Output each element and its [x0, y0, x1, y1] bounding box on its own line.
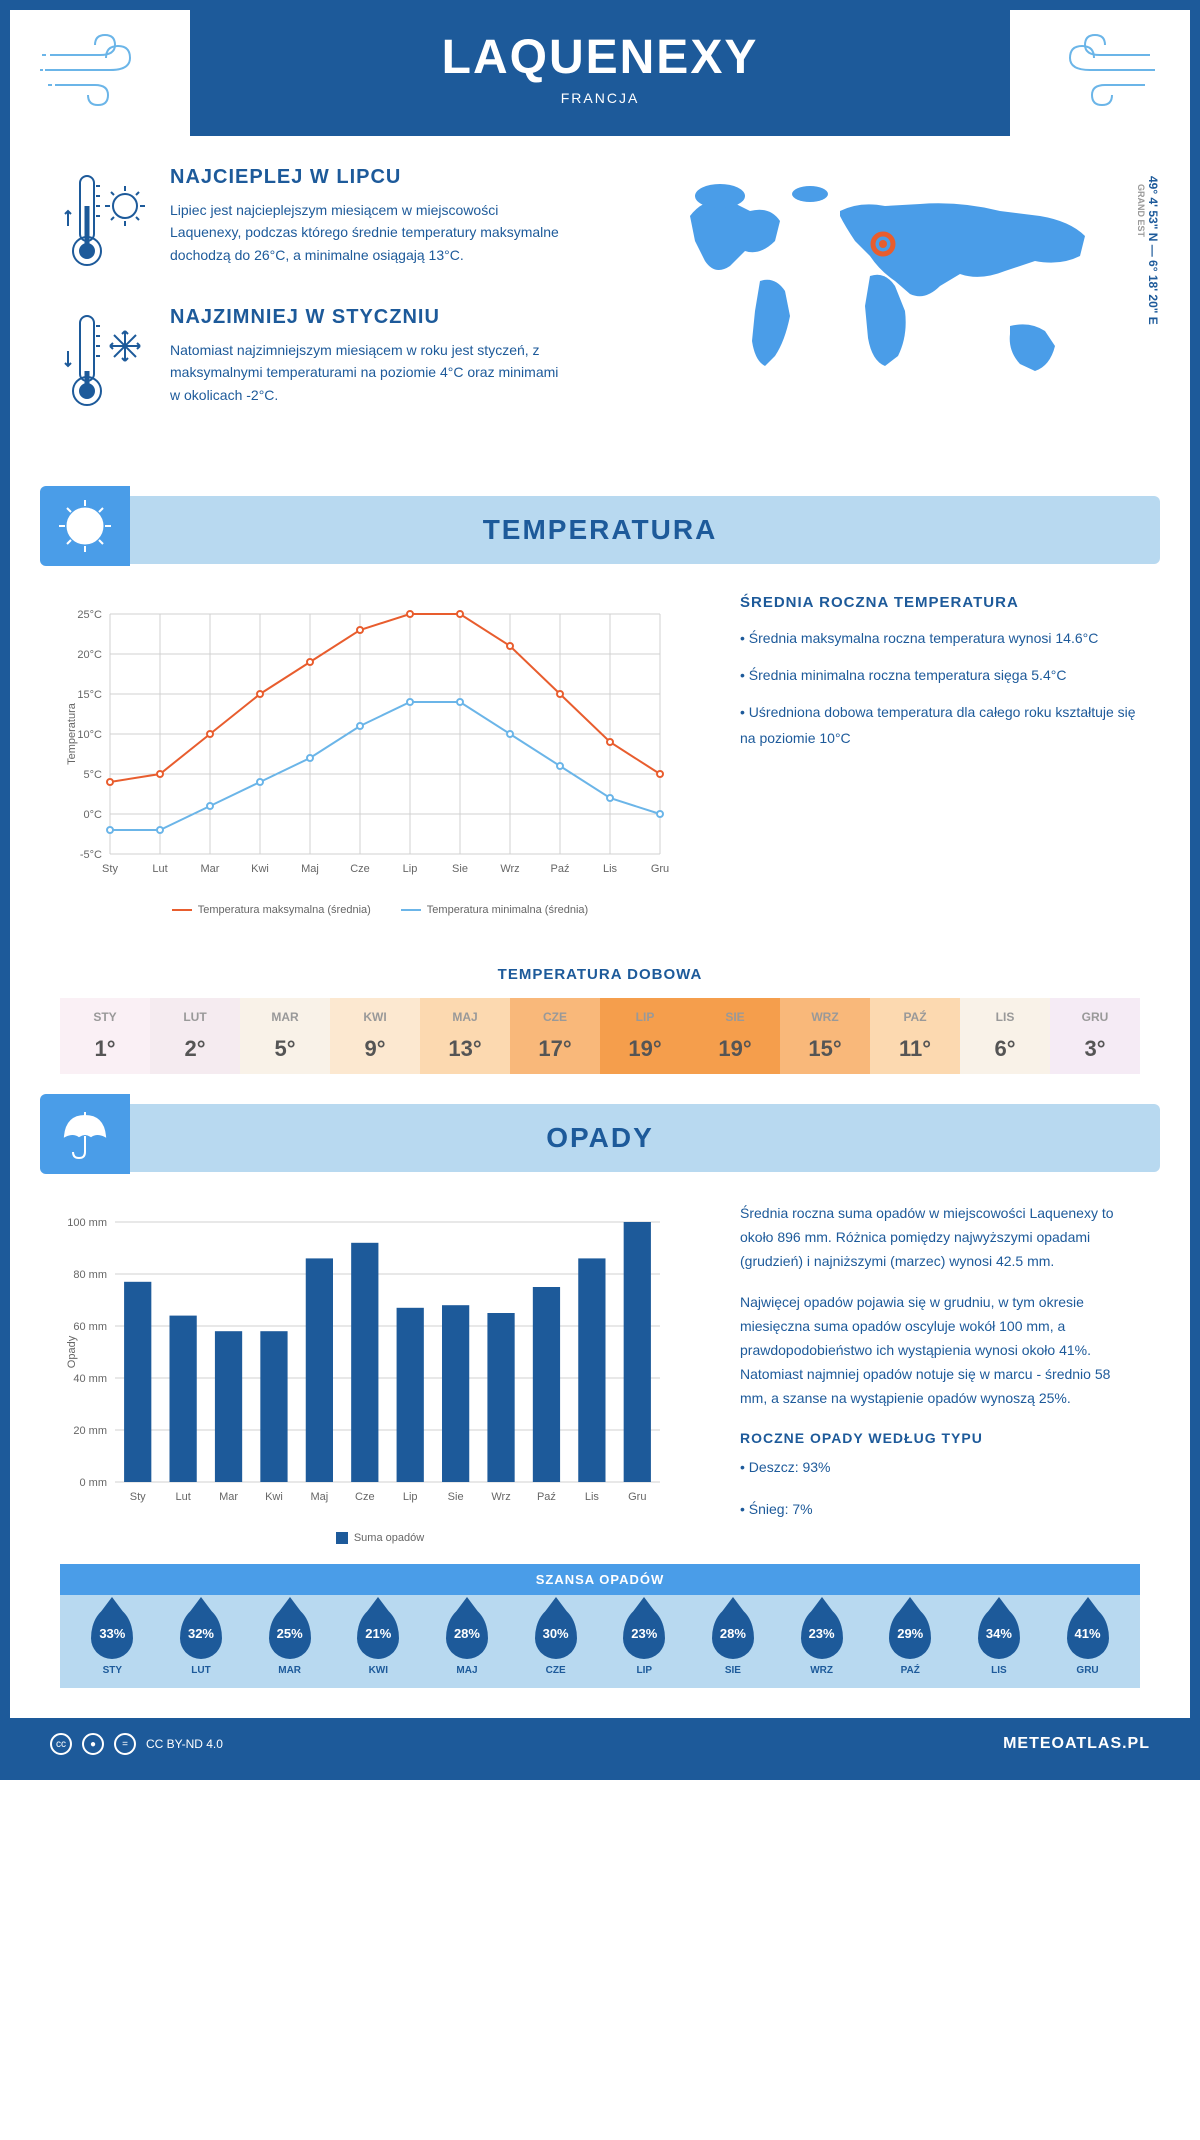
- daily-temp-cell: GRU3°: [1050, 998, 1140, 1074]
- svg-text:Temperatura: Temperatura: [66, 702, 78, 765]
- temperature-chart: -5°C 0°C 5°C 10°C 15°C 20°C 25°C Sty Lut Mar Kwi Ma…: [60, 594, 700, 916]
- svg-text:Paź: Paź: [551, 863, 570, 875]
- sun-icon: [40, 486, 130, 566]
- chance-cell: 23%LIP: [623, 1607, 665, 1676]
- chance-cell: 33%STY: [91, 1607, 133, 1676]
- header-banner: LAQUENEXY FRANCJA: [190, 10, 1010, 136]
- temperature-header: TEMPERATURA: [40, 496, 1160, 564]
- chance-cell: 34%LIS: [978, 1607, 1020, 1676]
- svg-text:Gru: Gru: [651, 863, 669, 875]
- precipitation-info: Średnia roczna suma opadów w miejscowośc…: [740, 1202, 1140, 1544]
- svg-text:Lut: Lut: [175, 1491, 190, 1503]
- climate-facts: NAJCIEPLEJ W LIPCU Lipiec jest najcieple…: [60, 166, 630, 446]
- chance-cell: 29%PAŹ: [889, 1607, 931, 1676]
- chance-cell: 28%MAJ: [446, 1607, 488, 1676]
- svg-text:Maj: Maj: [301, 863, 319, 875]
- svg-text:Opady: Opady: [66, 1335, 78, 1368]
- svg-text:20°C: 20°C: [77, 649, 102, 661]
- wind-icon-left: [40, 30, 160, 110]
- thermometer-hot-icon: [60, 166, 150, 276]
- svg-text:20 mm: 20 mm: [73, 1425, 107, 1437]
- precipitation-chart: 0 mm 20 mm 40 mm 60 mm 80 mm 100 mm Sty Lut Mar K…: [60, 1202, 700, 1544]
- svg-text:Cze: Cze: [350, 863, 370, 875]
- nd-icon: =: [114, 1733, 136, 1755]
- svg-text:Kwi: Kwi: [265, 1491, 283, 1503]
- daily-temp-cell: LIS6°: [960, 998, 1050, 1074]
- svg-text:Lip: Lip: [403, 1491, 418, 1503]
- svg-text:-5°C: -5°C: [80, 849, 102, 861]
- daily-temp-title: TEMPERATURA DOBOWA: [10, 966, 1190, 983]
- daily-temp-cell: WRZ15°: [780, 998, 870, 1074]
- svg-text:Cze: Cze: [355, 1491, 375, 1503]
- chance-row: 33%STY 32%LUT 25%MAR 21%KWI 28%MAJ 30%CZE 23%L…: [60, 1595, 1140, 1688]
- svg-text:25°C: 25°C: [77, 609, 102, 621]
- daily-temp-cell: PAŹ11°: [870, 998, 960, 1074]
- svg-text:Lip: Lip: [403, 863, 418, 875]
- umbrella-icon: [40, 1094, 130, 1174]
- svg-text:Wrz: Wrz: [491, 1491, 510, 1503]
- svg-text:Sty: Sty: [102, 863, 118, 875]
- chance-cell: 21%KWI: [357, 1607, 399, 1676]
- daily-temp-cell: CZE17°: [510, 998, 600, 1074]
- svg-text:Sie: Sie: [448, 1491, 464, 1503]
- thermometer-cold-icon: [60, 306, 150, 416]
- svg-text:10°C: 10°C: [77, 729, 102, 741]
- daily-temp-cell: LUT2°: [150, 998, 240, 1074]
- footer: cc ● = CC BY-ND 4.0 METEOATLAS.PL: [10, 1718, 1190, 1770]
- svg-text:5°C: 5°C: [84, 769, 103, 781]
- svg-text:100 mm: 100 mm: [67, 1217, 107, 1229]
- coldest-text: Natomiast najzimniejszym miesiącem w rok…: [170, 339, 570, 406]
- temperature-info: ŚREDNIA ROCZNA TEMPERATURA • Średnia mak…: [740, 594, 1140, 916]
- svg-text:Lis: Lis: [585, 1491, 600, 1503]
- daily-temp-cell: MAR5°: [240, 998, 330, 1074]
- daily-temp-cell: MAJ13°: [420, 998, 510, 1074]
- chance-cell: 25%MAR: [269, 1607, 311, 1676]
- svg-text:0 mm: 0 mm: [80, 1477, 108, 1489]
- chance-cell: 28%SIE: [712, 1607, 754, 1676]
- svg-text:Lis: Lis: [603, 863, 618, 875]
- infographic-frame: LAQUENEXY FRANCJA NAJCIEPLEJ W LIPCU Lip…: [0, 0, 1200, 1780]
- chance-header: SZANSA OPADÓW: [60, 1564, 1140, 1595]
- svg-text:Sty: Sty: [130, 1491, 146, 1503]
- chance-cell: 32%LUT: [180, 1607, 222, 1676]
- world-map: 49° 4' 53" N — 6° 18' 20" E GRAND EST: [660, 166, 1140, 446]
- daily-temp-cell: LIP19°: [600, 998, 690, 1074]
- by-icon: ●: [82, 1733, 104, 1755]
- svg-text:Mar: Mar: [219, 1491, 238, 1503]
- svg-text:60 mm: 60 mm: [73, 1321, 107, 1333]
- site-name: METEOATLAS.PL: [1003, 1735, 1150, 1753]
- daily-temp-cell: SIE19°: [690, 998, 780, 1074]
- daily-temp-cell: STY1°: [60, 998, 150, 1074]
- page-title: LAQUENEXY: [190, 30, 1010, 85]
- svg-text:Sie: Sie: [452, 863, 468, 875]
- svg-text:Lut: Lut: [152, 863, 167, 875]
- coordinates: 49° 4' 53" N — 6° 18' 20" E GRAND EST: [1136, 176, 1160, 325]
- svg-text:0°C: 0°C: [84, 809, 103, 821]
- cc-icon: cc: [50, 1733, 72, 1755]
- coldest-title: NAJZIMNIEJ W STYCZNIU: [170, 306, 570, 329]
- wind-icon-right: [1040, 30, 1160, 110]
- daily-temp-table: STY1°LUT2°MAR5°KWI9°MAJ13°CZE17°LIP19°SI…: [60, 998, 1140, 1074]
- daily-temp-cell: KWI9°: [330, 998, 420, 1074]
- chance-cell: 30%CZE: [535, 1607, 577, 1676]
- warmest-text: Lipiec jest najcieplejszym miesiącem w m…: [170, 199, 570, 266]
- svg-text:15°C: 15°C: [77, 689, 102, 701]
- warmest-title: NAJCIEPLEJ W LIPCU: [170, 166, 570, 189]
- license-text: CC BY-ND 4.0: [146, 1737, 223, 1751]
- chance-cell: 41%GRU: [1067, 1607, 1109, 1676]
- svg-text:Kwi: Kwi: [251, 863, 269, 875]
- svg-text:Mar: Mar: [201, 863, 220, 875]
- page-subtitle: FRANCJA: [190, 90, 1010, 106]
- svg-text:Wrz: Wrz: [500, 863, 519, 875]
- svg-text:Paź: Paź: [537, 1491, 556, 1503]
- svg-text:40 mm: 40 mm: [73, 1373, 107, 1385]
- chance-cell: 23%WRZ: [801, 1607, 843, 1676]
- svg-text:Gru: Gru: [628, 1491, 646, 1503]
- svg-text:Maj: Maj: [311, 1491, 329, 1503]
- precipitation-header: OPADY: [40, 1104, 1160, 1172]
- svg-text:80 mm: 80 mm: [73, 1269, 107, 1281]
